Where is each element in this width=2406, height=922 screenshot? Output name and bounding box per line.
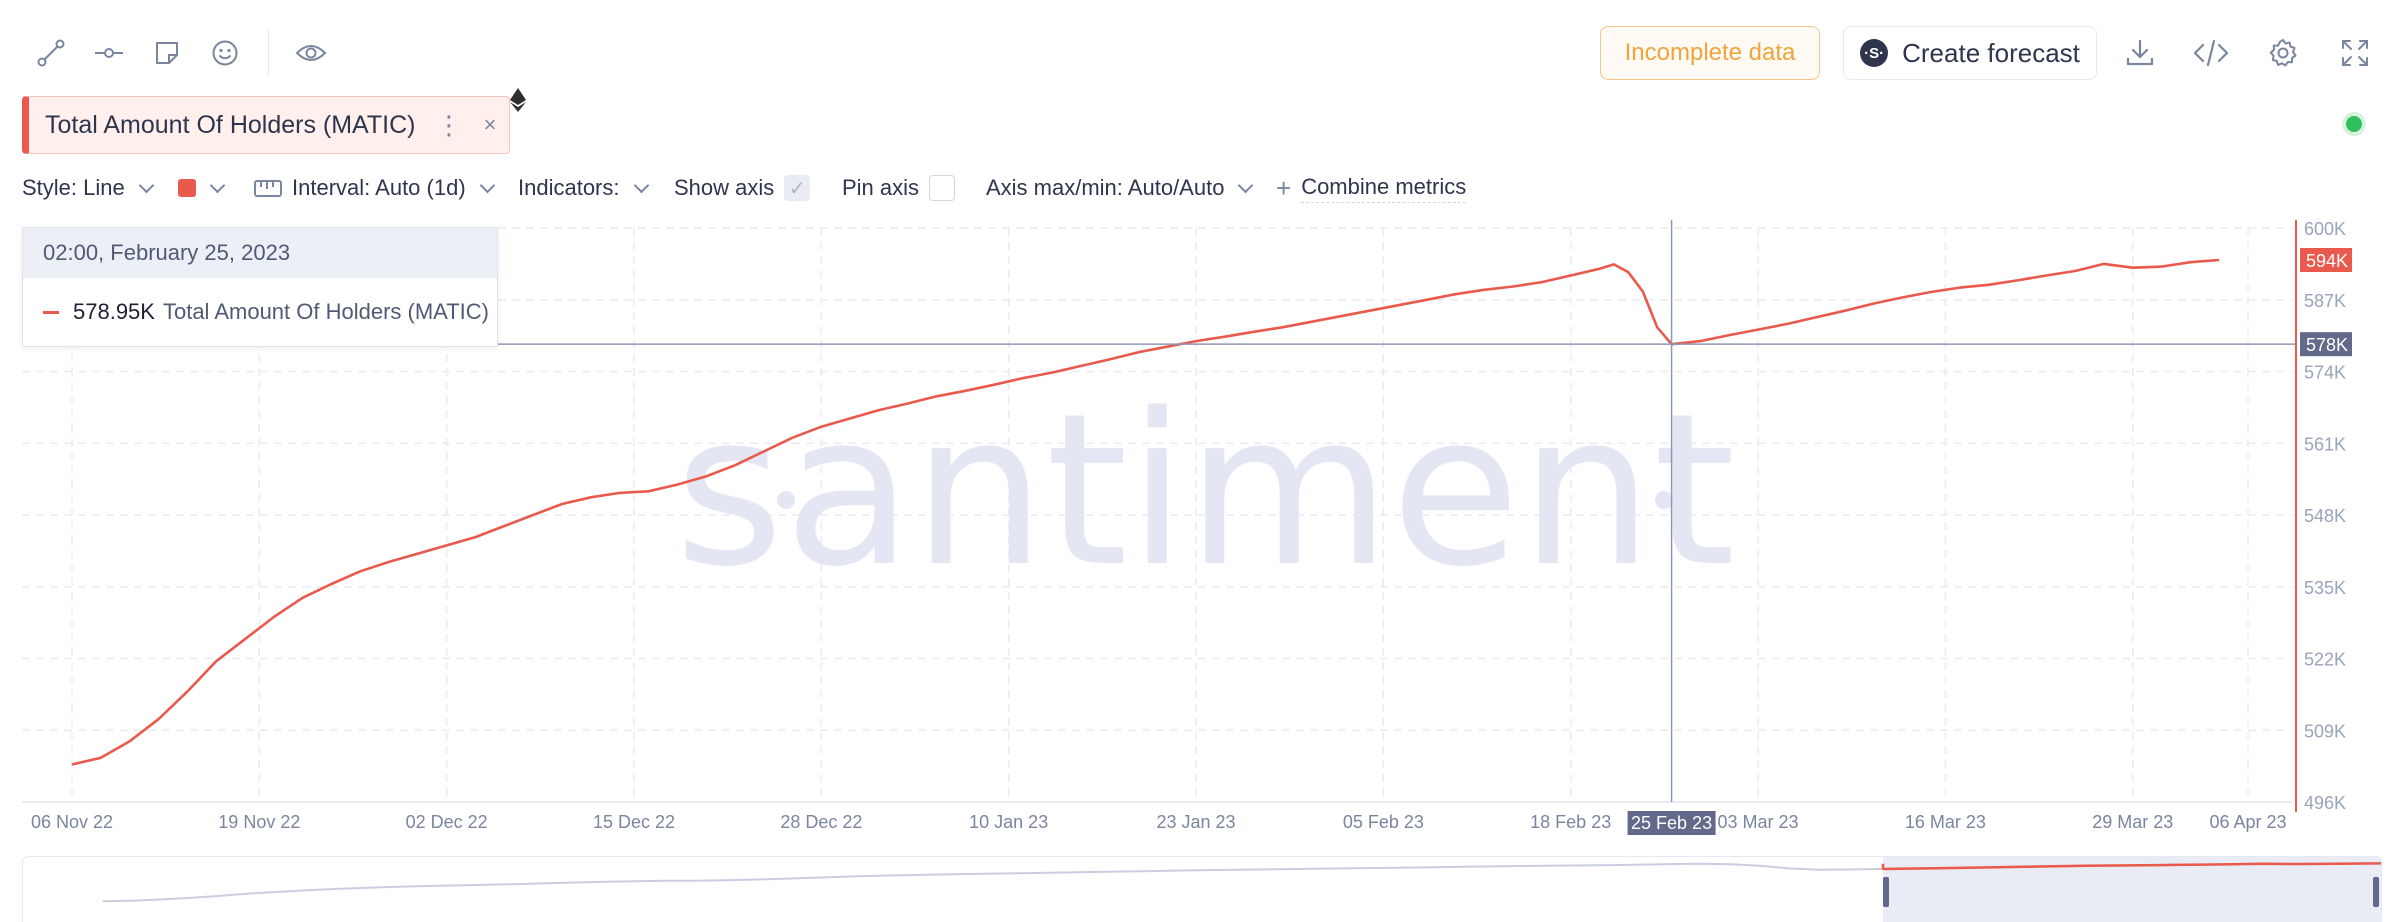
crosshair-value-badge: [2300, 332, 2352, 357]
y-tick-label: 561K: [2304, 434, 2346, 454]
navigator-preview: [102, 857, 2381, 922]
tooltip-series-name: Total Amount Of Holders (MATIC): [162, 299, 489, 324]
plus-icon: +: [1276, 172, 1292, 203]
eye-icon[interactable]: [288, 30, 334, 76]
tooltip-row: 578.95K Total Amount Of Holders (MATIC): [23, 278, 497, 346]
style-select-label: Style: Line: [22, 175, 125, 200]
pin-axis-toggle[interactable]: Pin axis: [842, 168, 956, 208]
create-forecast-button[interactable]: ·S· Create forecast: [1843, 26, 2097, 80]
chart-tooltip: 02:00, February 25, 2023 578.95K Total A…: [22, 227, 498, 347]
show-axis-toggle[interactable]: Show axis ✓: [674, 168, 811, 208]
incomplete-data-button[interactable]: Incomplete data: [1600, 26, 1820, 80]
axis-maxmin-select[interactable]: Axis max/min: Auto/Auto: [986, 168, 1254, 208]
y-tick-label: 522K: [2304, 650, 2346, 670]
axis-maxmin-label: Axis max/min: Auto/Auto: [986, 175, 1225, 200]
color-select[interactable]: [178, 168, 226, 208]
x-tick-label: 06 Apr 23: [2209, 812, 2286, 832]
ethereum-icon: [510, 88, 526, 112]
metric-chip-label: Total Amount Of Holders (MATIC): [45, 110, 416, 139]
toolbar: Incomplete data ·S· Create forecast: [0, 0, 2406, 100]
fullscreen-icon[interactable]: [2332, 30, 2378, 76]
y-tick-label: 600K: [2304, 219, 2346, 239]
y-tick-label: 587K: [2304, 291, 2346, 311]
indicators-label: Indicators:: [518, 175, 620, 200]
chevron-down-icon: [633, 177, 649, 193]
indicators-select[interactable]: Indicators:: [518, 168, 649, 208]
style-select[interactable]: Style: Line: [22, 168, 155, 208]
x-tick-label: 18 Feb 23: [1530, 812, 1611, 832]
x-tick-label: 02 Dec 22: [406, 812, 488, 832]
metric-menu-icon[interactable]: ⋮: [436, 109, 462, 140]
combine-metrics-button[interactable]: + Combine metrics: [1276, 168, 1467, 208]
chart-settings-row: Style: Line Interval: Auto (1d) Indicato…: [0, 168, 2406, 208]
santiment-logo-icon: ·S·: [1860, 39, 1889, 67]
tooltip-value: 578.95K: [73, 299, 155, 324]
navigator-handle-right[interactable]: [2373, 877, 2379, 907]
last-value-label: 594K: [2306, 251, 2348, 271]
line-color-swatch: [178, 179, 196, 197]
crosshair-value-label: 578K: [2306, 335, 2348, 355]
x-tick-label: 29 Mar 23: [2092, 812, 2173, 832]
x-tick-label: 06 Nov 22: [31, 812, 113, 832]
santiment-watermark: santiment: [674, 368, 1735, 613]
chevron-down-icon: [138, 177, 155, 193]
x-tick-label: 28 Dec 22: [780, 812, 862, 832]
navigator-selected-line: [1881, 862, 2381, 871]
note-icon[interactable]: [144, 30, 190, 76]
interval-select-label: Interval: Auto (1d): [292, 175, 466, 200]
x-tick-label: 16 Mar 23: [1905, 812, 1986, 832]
range-navigator[interactable]: [22, 856, 2382, 922]
chevron-down-icon: [1238, 177, 1254, 193]
toolbar-divider: [268, 30, 269, 76]
y-tick-label: 496K: [2304, 793, 2346, 813]
chevron-down-icon: [479, 177, 495, 193]
metric-chip[interactable]: Total Amount Of Holders (MATIC) ⋮ ×: [22, 88, 526, 154]
horizontal-ray-icon[interactable]: [86, 30, 132, 76]
chart-area[interactable]: santiment 578K 600K 587K 574K 561K 548K 535K 5…: [0, 210, 2406, 856]
metric-close-icon[interactable]: ×: [483, 112, 497, 137]
interval-select[interactable]: Interval: Auto (1d): [254, 168, 495, 208]
y-tick-label: 509K: [2304, 721, 2346, 741]
watermark-dot-right: [1655, 491, 1673, 509]
crosshair-date-label: 25 Feb 23: [1631, 813, 1712, 833]
watermark-dot-left: [777, 491, 795, 509]
x-tick-label: 15 Dec 22: [593, 812, 675, 832]
x-tick-label: 05 Feb 23: [1343, 812, 1424, 832]
y-axis: 600K 587K 574K 561K 548K 535K 522K 509K 496K 594K: [2295, 219, 2352, 813]
x-tick-label: 23 Jan 23: [1156, 812, 1235, 832]
x-tick-label: 03 Mar 23: [1718, 812, 1799, 832]
x-axis: 06 Nov 22 19 Nov 22 02 Dec 22 15 Dec 22 28 D…: [31, 811, 2287, 835]
tooltip-series-marker: [43, 310, 59, 314]
pin-axis-checkbox[interactable]: [929, 175, 956, 201]
chevron-down-icon: [209, 177, 226, 193]
y-tick-label: 574K: [2304, 363, 2346, 383]
y-tick-label: 535K: [2304, 578, 2346, 598]
show-axis-label: Show axis: [674, 175, 775, 200]
line-tool-icon[interactable]: [28, 30, 74, 76]
create-forecast-label: Create forecast: [1902, 37, 2080, 68]
settings-gear-icon[interactable]: [2260, 30, 2306, 76]
last-value-badge: [2300, 248, 2352, 273]
x-tick-label: 19 Nov 22: [218, 812, 300, 832]
show-axis-checkbox[interactable]: ✓: [784, 175, 811, 201]
chart-grid: [22, 227, 2292, 803]
ruler-icon: [254, 180, 282, 197]
y-tick-label: 548K: [2304, 506, 2346, 526]
navigator-handle-left[interactable]: [1883, 877, 1889, 907]
download-icon[interactable]: [2117, 30, 2163, 76]
emoji-icon[interactable]: [202, 30, 248, 76]
pin-axis-label: Pin axis: [842, 175, 920, 200]
live-status-indicator: [2346, 116, 2362, 132]
embed-code-icon[interactable]: [2188, 30, 2234, 76]
crosshair-date-badge: [1627, 811, 1716, 835]
combine-metrics-label: Combine metrics: [1301, 174, 1467, 203]
tooltip-date: 02:00, February 25, 2023: [23, 228, 497, 278]
x-tick-label: 10 Jan 23: [969, 812, 1048, 832]
